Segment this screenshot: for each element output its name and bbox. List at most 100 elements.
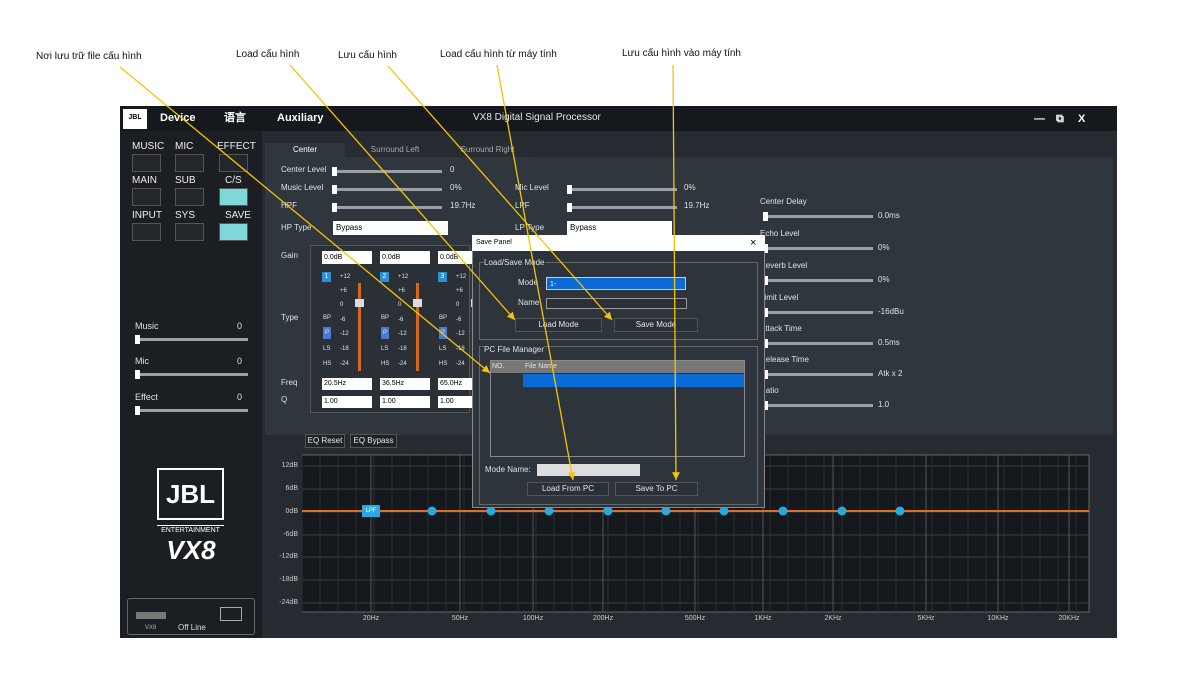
eq-point[interactable]: [895, 506, 905, 516]
status-device: VX8: [145, 625, 157, 631]
brand-logo: JBL: [157, 468, 224, 520]
eq-point[interactable]: [427, 506, 437, 516]
level-slider-handle[interactable]: [135, 370, 140, 379]
y-tick-label: -18dB: [279, 576, 298, 583]
tab[interactable]: Surround Right: [445, 143, 530, 157]
eq-point[interactable]: [603, 506, 613, 516]
control-slider-handle[interactable]: [763, 212, 768, 221]
tab[interactable]: Center: [265, 143, 345, 157]
eq-type[interactable]: BP: [381, 315, 390, 321]
control-slider-track: [763, 373, 873, 376]
control-value: 0%: [450, 183, 462, 192]
menu-item[interactable]: Device: [160, 112, 196, 124]
gain-spin[interactable]: 0.0dB: [322, 251, 372, 264]
control-slider-handle[interactable]: [332, 203, 337, 212]
window-control[interactable]: ⧉: [1056, 113, 1064, 125]
eq-button[interactable]: EQ Bypass: [350, 434, 397, 448]
window-control[interactable]: —: [1034, 113, 1045, 125]
sidebar-label: INPUT: [132, 210, 162, 221]
sidebar-button[interactable]: [132, 154, 161, 172]
eq-type[interactable]: LS: [323, 346, 331, 352]
level-slider-track: [135, 338, 248, 341]
eq-fader-handle[interactable]: [355, 299, 364, 307]
eq-scale: -12: [398, 331, 407, 337]
control-slider-handle[interactable]: [763, 244, 768, 253]
freq-spin[interactable]: 36.5Hz: [380, 378, 430, 390]
mode-name-input[interactable]: [537, 464, 640, 476]
dropdown[interactable]: Bypass: [333, 221, 448, 235]
control-label: Echo Level: [760, 229, 800, 238]
eq-type[interactable]: LS: [439, 346, 447, 352]
eq-point[interactable]: [486, 506, 496, 516]
eq-type[interactable]: BP: [323, 315, 332, 321]
menu-item[interactable]: Auxiliary: [277, 112, 324, 124]
control-slider-handle[interactable]: [567, 203, 572, 212]
menu-item[interactable]: 语言: [224, 112, 246, 124]
eq-button[interactable]: EQ Reset: [305, 434, 345, 448]
eq-type[interactable]: P: [323, 327, 332, 339]
field-label: Mode Name:: [485, 465, 531, 474]
control-value: 0%: [878, 275, 890, 284]
band-number: 3: [438, 272, 447, 282]
filter-marker[interactable]: LPF: [362, 505, 380, 517]
device-icon: [136, 612, 166, 619]
sidebar-button[interactable]: [132, 223, 161, 241]
q-spin[interactable]: 1.00: [380, 396, 430, 408]
control-slider-handle[interactable]: [763, 339, 768, 348]
sidebar-button[interactable]: [219, 223, 248, 241]
eq-point[interactable]: [544, 506, 554, 516]
control-slider-handle[interactable]: [332, 185, 337, 194]
eq-point[interactable]: [661, 506, 671, 516]
eq-type[interactable]: HS: [439, 361, 448, 367]
eq-type[interactable]: LS: [381, 346, 389, 352]
window-control[interactable]: X: [1078, 113, 1086, 125]
field-label: Mode: [518, 278, 539, 287]
x-tick-label: 2KHz: [824, 615, 842, 622]
mode-combo[interactable]: 1-: [546, 277, 686, 290]
eq-scale: -24: [456, 361, 465, 367]
eq-type[interactable]: HS: [323, 361, 332, 367]
eq-type[interactable]: BP: [439, 315, 448, 321]
sidebar-button[interactable]: [175, 154, 204, 172]
dialog-button[interactable]: Save Mode: [614, 318, 698, 332]
control-slider-handle[interactable]: [763, 370, 768, 379]
eq-point[interactable]: [778, 506, 788, 516]
sidebar-button[interactable]: [219, 188, 248, 206]
dialog-button[interactable]: Save To PC: [615, 482, 698, 496]
eq-fader-handle[interactable]: [413, 299, 422, 307]
level-slider-handle[interactable]: [135, 335, 140, 344]
level-slider-handle[interactable]: [135, 406, 140, 415]
annotation-arrow: [387, 65, 613, 321]
sidebar-button[interactable]: [175, 188, 204, 206]
control-slider-handle[interactable]: [332, 167, 337, 176]
tab[interactable]: Surround Left: [345, 143, 445, 157]
eq-type[interactable]: P: [439, 327, 448, 339]
dropdown[interactable]: Bypass: [567, 221, 672, 235]
eq-scale: +6: [340, 288, 347, 294]
control-slider-handle[interactable]: [763, 308, 768, 317]
control-slider-handle[interactable]: [763, 276, 768, 285]
eq-point[interactable]: [837, 506, 847, 516]
dialog-button[interactable]: Load From PC: [527, 482, 609, 496]
control-slider-track: [567, 206, 677, 209]
file-row[interactable]: [523, 374, 744, 387]
dialog-button[interactable]: Load Mode: [515, 318, 602, 332]
q-spin[interactable]: 1.00: [322, 396, 372, 408]
eq-point[interactable]: [719, 506, 729, 516]
group-box: [479, 346, 758, 505]
y-tick-label: -6dB: [283, 531, 298, 538]
control-slider-handle[interactable]: [763, 401, 768, 410]
sidebar-button[interactable]: [132, 188, 161, 206]
eq-type[interactable]: P: [381, 327, 390, 339]
control-slider-handle[interactable]: [567, 185, 572, 194]
sidebar-button[interactable]: [175, 223, 204, 241]
name-input[interactable]: [546, 298, 687, 309]
x-tick-label: 1KHz: [754, 615, 772, 622]
freq-spin[interactable]: 20.5Hz: [322, 378, 372, 390]
eq-type[interactable]: HS: [381, 361, 390, 367]
gain-spin[interactable]: 0.0dB: [380, 251, 430, 264]
dialog-close[interactable]: ×: [750, 237, 757, 249]
field-label: Name: [518, 298, 540, 307]
sidebar-label: EFFECT: [217, 141, 256, 152]
control-label: Attack Time: [760, 324, 802, 333]
